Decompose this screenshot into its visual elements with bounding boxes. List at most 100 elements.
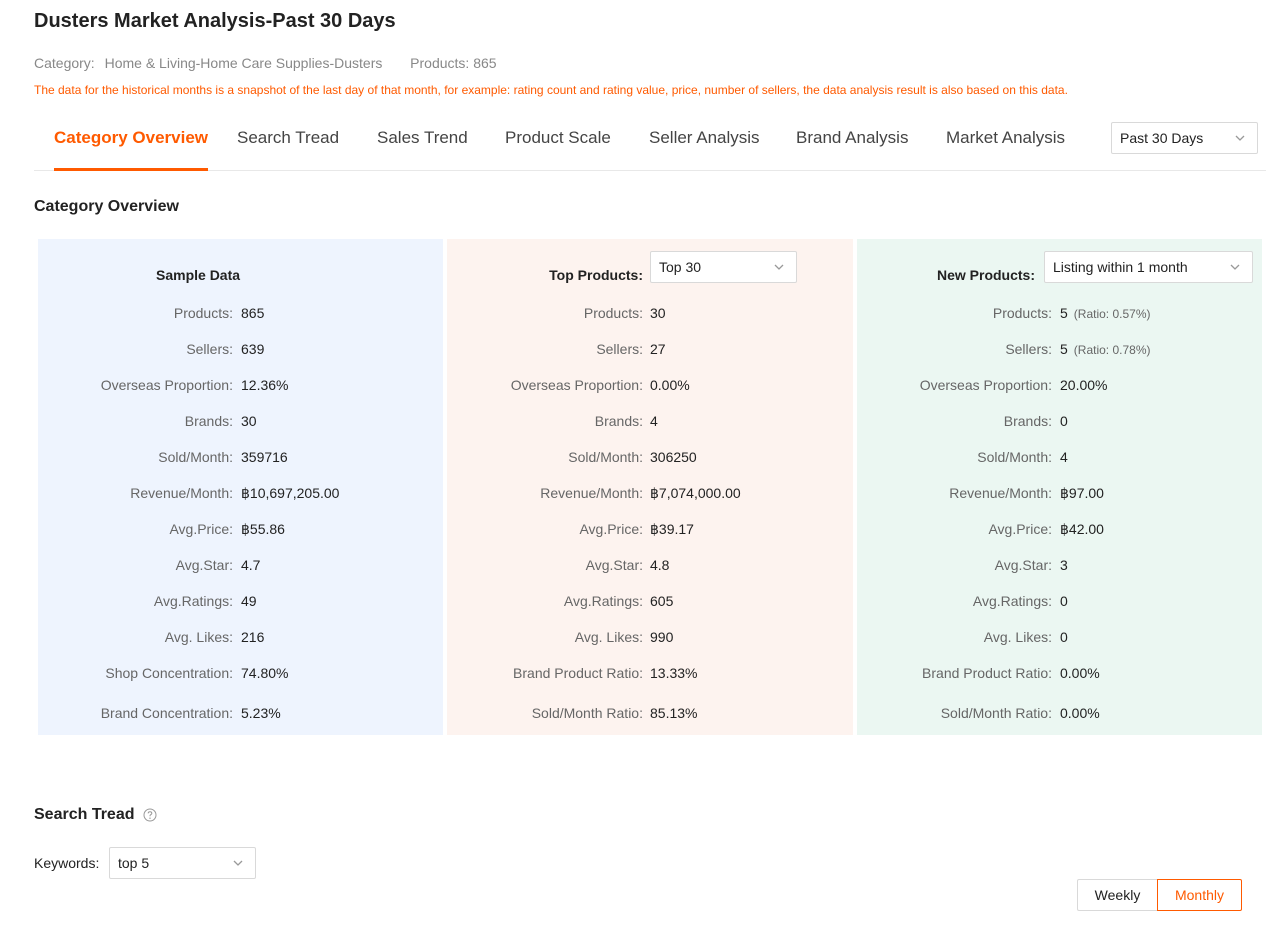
sample-data-title: Sample Data	[156, 267, 241, 283]
tab-seller-analysis[interactable]: Seller Analysis	[649, 128, 760, 147]
sample-data-stat-row: Sold/Month: 359716	[38, 449, 443, 469]
stat-value-text: 0.00%	[1060, 665, 1100, 681]
stat-label: Sellers:	[1005, 341, 1052, 357]
tab-sales-trend[interactable]: Sales Trend	[377, 128, 468, 147]
stat-label: Avg.Star:	[175, 557, 233, 573]
top-products-stat-row: Products: 30	[447, 305, 853, 325]
stat-value: ฿97.00	[1060, 485, 1104, 502]
top-products-stat-row: Brands: 4	[447, 413, 853, 433]
stat-value: ฿10,697,205.00	[241, 485, 339, 502]
tab-brand-analysis[interactable]: Brand Analysis	[796, 128, 909, 147]
period-select[interactable]: Past 30 Days	[1111, 122, 1258, 154]
stat-label: Sold/Month Ratio:	[531, 705, 643, 721]
stat-value-text: 12.36%	[241, 377, 289, 393]
stat-label: Revenue/Month:	[949, 485, 1052, 501]
stat-value: 74.80%	[241, 665, 288, 681]
stat-label: Brand Concentration:	[100, 705, 233, 721]
stat-value: 3	[1060, 557, 1068, 573]
stat-label: Avg.Price:	[988, 521, 1052, 537]
new-products-stat-row: Sold/Month Ratio: 0.00%	[857, 705, 1262, 725]
stat-value-text: 0	[1060, 629, 1068, 645]
tab-market-analysis[interactable]: Market Analysis	[946, 128, 1066, 147]
stat-label: Brand Product Ratio:	[922, 665, 1052, 681]
stat-value: ฿42.00	[1060, 521, 1104, 538]
stat-label: Sold/Month:	[158, 449, 233, 465]
stat-label: Sellers:	[596, 341, 643, 357]
top-products-stat-row: Brand Product Ratio: 13.33%	[447, 665, 853, 685]
keywords-select[interactable]: top 5	[109, 847, 256, 879]
stat-value: 13.33%	[650, 665, 697, 681]
chevron-down-icon	[1235, 135, 1245, 141]
new-products-stat-row: Revenue/Month: ฿97.00	[857, 485, 1262, 505]
stat-value: 4	[650, 413, 658, 429]
stat-value-text: 85.13%	[650, 705, 698, 721]
stat-value-text: 74.80%	[241, 665, 289, 681]
sample-data-stat-row: Brands: 30	[38, 413, 443, 433]
sample-data-panel: Sample Data Products: 865 Sellers: 639 Overs…	[38, 239, 443, 735]
stat-label: Avg.Price:	[579, 521, 643, 537]
page-title: Dusters Market Analysis-Past 30 Days	[34, 10, 396, 32]
period-select-value: Past 30 Days	[1120, 130, 1204, 146]
stat-value: 639	[241, 341, 264, 357]
stat-value: 216	[241, 629, 264, 645]
stat-label: Avg. Likes:	[574, 629, 643, 645]
chevron-down-icon	[233, 860, 243, 866]
top-products-stat-row: Sellers: 27	[447, 341, 853, 361]
analysis-tabs: Category Overview Search Tread Sales Tre…	[34, 110, 1266, 171]
stat-value-text: 30	[241, 413, 257, 429]
stat-value: 990	[650, 629, 673, 645]
stat-label: Avg.Star:	[585, 557, 643, 573]
stat-value-text: 4	[1060, 449, 1068, 465]
stat-value-text: 865	[241, 305, 265, 321]
weekly-button[interactable]: Weekly	[1077, 879, 1157, 911]
products-count-label: Products:	[410, 55, 470, 71]
stat-value-text: 4	[650, 413, 658, 429]
sample-data-stat-row: Revenue/Month: ฿10,697,205.00	[38, 485, 443, 505]
tab-category-overview[interactable]: Category Overview	[54, 110, 209, 171]
new-products-stat-row: Sold/Month: 4	[857, 449, 1262, 469]
sample-data-stat-row: Avg.Price: ฿55.86	[38, 521, 443, 541]
new-products-stat-row: Sellers: 5 (Ratio: 0.78%)	[857, 341, 1262, 361]
stat-value: 4.8	[650, 557, 669, 573]
new-products-select-value: Listing within 1 month	[1053, 259, 1188, 275]
stat-label: Avg.Ratings:	[563, 593, 643, 609]
stat-value-text: 605	[650, 593, 674, 609]
search-tread-title-text: Search Tread	[34, 806, 135, 823]
stat-value-text: ฿97.00	[1060, 485, 1104, 501]
top-products-panel: Top Products: Top 30 Products: 30 Sellers:…	[447, 239, 853, 735]
monthly-button[interactable]: Monthly	[1157, 879, 1242, 911]
new-products-stat-row: Overseas Proportion: 20.00%	[857, 377, 1262, 397]
stat-label: Avg. Likes:	[983, 629, 1052, 645]
stat-label: Revenue/Month:	[540, 485, 643, 501]
stat-value-text: 5.23%	[241, 705, 281, 721]
stat-value-text: 359716	[241, 449, 288, 465]
search-tread-title: Search Tread	[34, 806, 157, 824]
stat-value-text: 30	[650, 305, 666, 321]
new-products-stat-row: Brands: 0	[857, 413, 1262, 433]
new-products-stat-row: Avg.Star: 3	[857, 557, 1262, 577]
stat-value: 4	[1060, 449, 1068, 465]
question-circle-icon[interactable]	[143, 808, 157, 822]
stat-value: 30	[650, 305, 666, 321]
top-products-stat-row: Avg. Likes: 990	[447, 629, 853, 649]
stat-label: Sold/Month:	[568, 449, 643, 465]
sample-data-stat-row: Avg.Star: 4.7	[38, 557, 443, 577]
stat-label: Products:	[173, 305, 233, 321]
new-products-select[interactable]: Listing within 1 month	[1044, 251, 1253, 283]
tab-product-scale[interactable]: Product Scale	[505, 128, 611, 147]
stat-value: 27	[650, 341, 666, 357]
keywords-label: Keywords:	[34, 855, 100, 871]
stat-value: 85.13%	[650, 705, 697, 721]
new-products-stat-row: Avg. Likes: 0	[857, 629, 1262, 649]
sample-data-stat-row: Products: 865	[38, 305, 443, 325]
top-products-select[interactable]: Top 30	[650, 251, 797, 283]
stat-value: 5 (Ratio: 0.57%)	[1060, 305, 1151, 321]
stat-ratio: (Ratio: 0.57%)	[1073, 307, 1151, 321]
stat-value-text: 49	[241, 593, 257, 609]
stat-value: 0.00%	[1060, 705, 1100, 721]
tab-search-tread[interactable]: Search Tread	[237, 128, 340, 147]
stat-ratio: (Ratio: 0.78%)	[1073, 343, 1151, 357]
stat-label: Avg.Price:	[169, 521, 233, 537]
stat-value-text: 5	[1060, 341, 1068, 357]
category-overview-title: Category Overview	[34, 198, 179, 215]
